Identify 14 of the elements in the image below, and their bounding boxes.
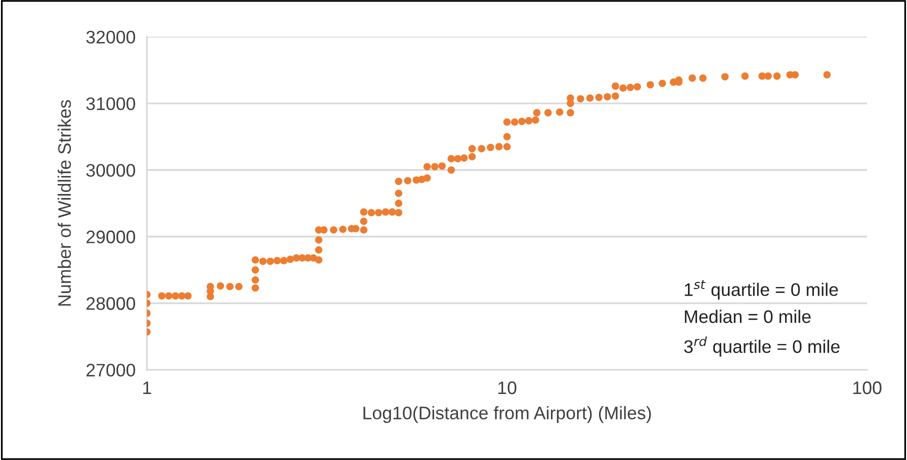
- y-tick-label: 31000: [86, 97, 136, 110]
- x-axis-title: Log10(Distance from Airport) (Miles): [364, 406, 651, 423]
- y-axis-title: Number of Wildlife Strikes: [58, 100, 71, 306]
- annotation: 3$^{rd}$ quartile = 0 mile: [684, 336, 840, 357]
- y-tick-label: 32000: [86, 30, 136, 44]
- annotation: Median = 0 mile: [684, 310, 811, 324]
- y-tick-label: 27000: [86, 364, 136, 377]
- y-tick-label: 29000: [86, 230, 136, 244]
- annotation: 1$^{st}$ quartile = 0 mile: [684, 280, 838, 300]
- x-tick-label: 100: [853, 381, 882, 394]
- y-tick-label: 28000: [86, 297, 136, 310]
- y-tick-label: 30000: [86, 164, 136, 177]
- x-tick-label: 1: [143, 382, 152, 394]
- x-tick-label: 10: [498, 381, 516, 394]
